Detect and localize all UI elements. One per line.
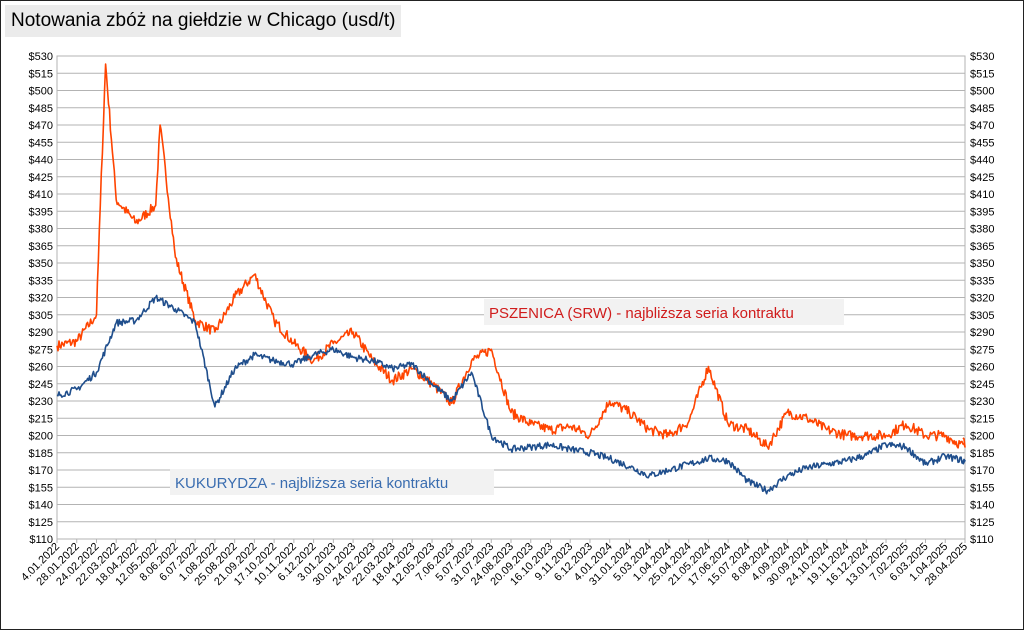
y-tick-label-right: $425 [970,172,994,184]
y-tick-label: $170 [29,465,53,477]
y-tick-label: $395 [29,206,53,218]
y-tick-label: $470 [29,120,53,132]
y-tick-label: $365 [29,241,53,253]
annotation-box-wheat [484,299,844,325]
x-axis: 4.01.202228.01.202224.02.202222.03.20221… [19,539,970,588]
annotation-box-corn [170,469,494,495]
y-tick-label-right: $320 [970,293,994,305]
y-tick-label-right: $200 [970,431,994,443]
annotation-wheat: PSZENICA (SRW) - najbliższa seria kontra… [489,305,794,322]
y-tick-label-right: $350 [970,258,994,270]
y-tick-label: $410 [29,189,53,201]
y-tick-label-right: $410 [970,189,994,201]
y-tick-label: $275 [29,344,53,356]
y-tick-label-right: $365 [970,241,994,253]
y-tick-label: $350 [29,258,53,270]
y-tick-label: $140 [29,500,53,512]
y-tick-label: $455 [29,137,53,149]
y-tick-label: $125 [29,517,53,529]
y-tick-label: $335 [29,275,53,287]
series-line-wheat [56,63,966,450]
y-tick-label: $320 [29,293,53,305]
y-tick-label: $305 [29,310,53,322]
y-tick-label-right: $215 [970,413,994,425]
series-layer [56,63,966,495]
annotations: PSZENICA (SRW) - najbliższa seria kontra… [170,299,844,495]
y-tick-label: $200 [29,431,53,443]
y-tick-label: $440 [29,155,53,167]
y-tick-label-right: $530 [970,51,994,63]
y-tick-label-right: $260 [970,362,994,374]
series-line-corn [56,294,966,495]
y-axis-right: $110 $125 $140 $155 $170 $185 $200 $215 $230 $245… [970,51,994,546]
y-tick-label: $485 [29,103,53,115]
y-tick-label: $260 [29,362,53,374]
y-tick-label-right: $185 [970,448,994,460]
y-tick-label: $380 [29,224,53,236]
y-tick-label-right: $170 [970,465,994,477]
chart-title: Notowania zbóż na giełdzie w Chicago (us… [5,5,402,37]
y-tick-label-right: $500 [970,86,994,98]
y-tick-label-right: $140 [970,500,994,512]
y-tick-label: $215 [29,413,53,425]
y-tick-label-right: $440 [970,155,994,167]
y-tick-label: $515 [29,68,53,80]
y-tick-label-right: $335 [970,275,994,287]
y-tick-label: $185 [29,448,53,460]
y-axis-left: $110 $125 $140 $155 $170 $185 $200 $215 $230 $245… [29,51,53,546]
y-tick-label-right: $125 [970,517,994,529]
y-tick-label-right: $290 [970,327,994,339]
y-tick-label-right: $395 [970,206,994,218]
y-tick-label-right: $230 [970,396,994,408]
y-tick-label-right: $155 [970,482,994,494]
y-tick-label-right: $515 [970,68,994,80]
y-tick-label-right: $380 [970,224,994,236]
y-tick-label: $530 [29,51,53,63]
y-tick-label: $230 [29,396,53,408]
y-tick-label-right: $305 [970,310,994,322]
y-tick-label-right: $245 [970,379,994,391]
y-tick-label: $245 [29,379,53,391]
y-tick-label-right: $485 [970,103,994,115]
y-tick-label: $290 [29,327,53,339]
y-tick-label-right: $275 [970,344,994,356]
y-tick-label: $155 [29,482,53,494]
y-tick-label-right: $470 [970,120,994,132]
grid-lines [56,55,966,540]
y-tick-label-right: $455 [970,137,994,149]
y-tick-label-right: $110 [970,534,994,546]
y-tick-label: $500 [29,86,53,98]
y-tick-label: $425 [29,172,53,184]
annotation-corn: KUKURYDZA - najbliższa seria kontraktu [175,475,448,492]
y-tick-label: $110 [29,534,53,546]
